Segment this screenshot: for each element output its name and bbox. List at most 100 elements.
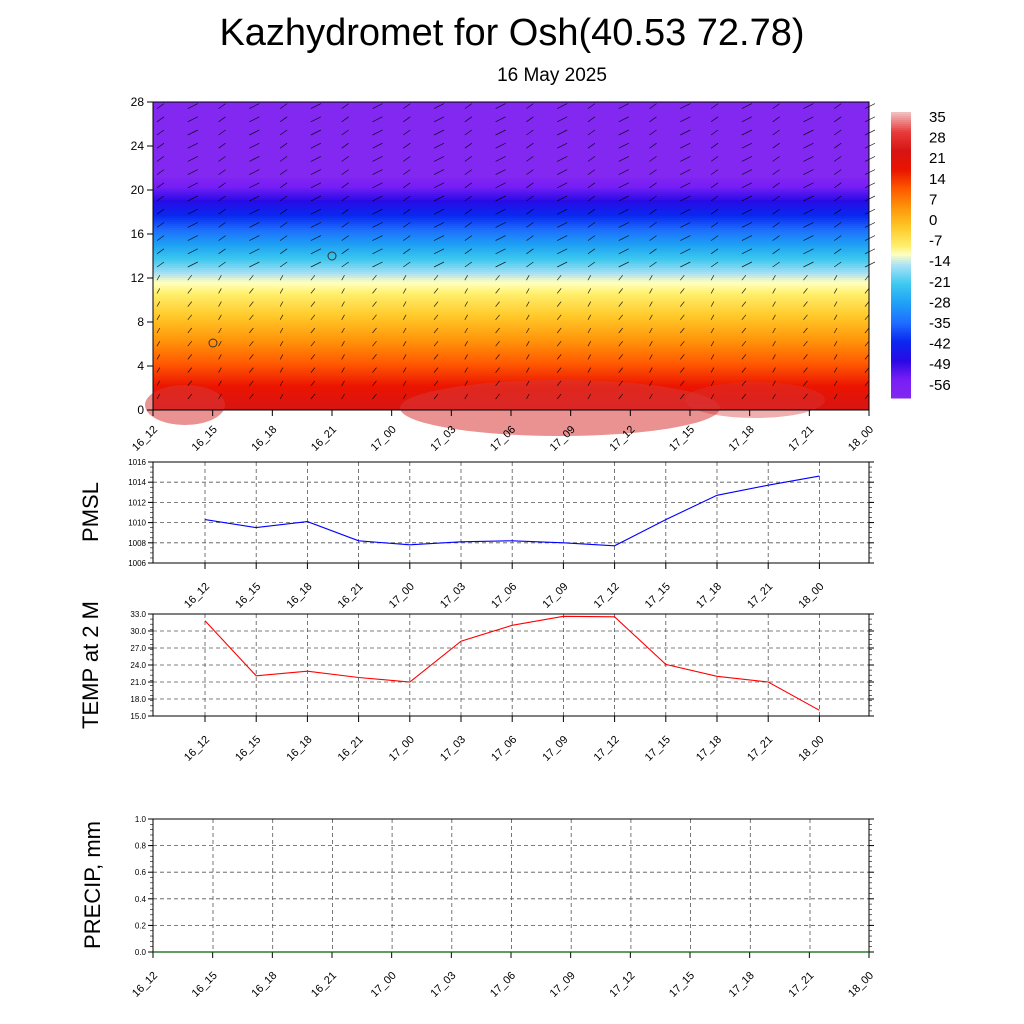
- wind-barb: [803, 182, 814, 189]
- wind-barb: [680, 103, 691, 109]
- heatmap-band: [153, 124, 869, 127]
- wind-barb: [156, 195, 165, 202]
- heatmap-band: [153, 170, 869, 173]
- wind-barb: [772, 208, 780, 215]
- wind-barb: [464, 169, 473, 175]
- wind-barb: [556, 301, 562, 307]
- wind-barb: [249, 288, 254, 294]
- wind-barb: [156, 208, 165, 215]
- wind-barb: [218, 142, 226, 149]
- wind-barb: [803, 393, 808, 400]
- colorbar-swatch: [891, 274, 911, 277]
- heatmap-band: [153, 210, 869, 213]
- heatmap-band: [153, 366, 869, 369]
- wind-barb: [587, 222, 596, 228]
- x-tick-label: 16_15: [190, 424, 220, 454]
- wind-barb: [649, 301, 653, 307]
- wind-barb: [372, 222, 383, 228]
- wind-barb: [464, 222, 473, 228]
- wind-barb: [495, 235, 506, 241]
- wind-barb: [403, 235, 411, 241]
- wind-barb: [803, 301, 808, 307]
- heatmap-band: [153, 184, 869, 187]
- wind-barb: [156, 367, 161, 373]
- heatmap-band: [153, 376, 869, 379]
- wind-barb: [587, 354, 592, 360]
- wind-barb: [526, 235, 534, 241]
- wind-barb: [556, 274, 562, 281]
- wind-barb: [372, 261, 383, 268]
- wind-barb: [526, 301, 530, 307]
- wind-barb: [864, 380, 870, 387]
- wind-barb: [279, 222, 288, 228]
- wind-barb: [710, 169, 719, 175]
- wind-barb: [834, 142, 842, 149]
- colorbar-swatch: [891, 122, 911, 125]
- wind-barb: [618, 261, 629, 268]
- wind-barb: [218, 129, 226, 136]
- y-tick-label: 33.0: [130, 610, 146, 619]
- colorbar-swatch: [891, 130, 911, 133]
- wind-barb: [618, 142, 629, 149]
- colorbar-swatch: [891, 254, 911, 257]
- wind-barb: [834, 208, 842, 215]
- wind-barb: [341, 222, 349, 228]
- wind-barb: [187, 169, 198, 175]
- heatmap-band: [153, 306, 869, 309]
- colorbar-swatch: [891, 250, 911, 253]
- wind-barb: [618, 314, 624, 321]
- wind-barb: [587, 393, 592, 400]
- wind-barb: [526, 314, 530, 320]
- wind-barb: [680, 208, 691, 215]
- wind-barb: [156, 261, 165, 268]
- x-tick-label: 18_00: [796, 581, 826, 611]
- heatmap-band: [153, 374, 869, 377]
- y-axis-label: PMSL: [78, 482, 103, 542]
- heatmap-band: [153, 128, 869, 131]
- colorbar-swatch: [891, 242, 911, 245]
- heatmap-band: [153, 216, 869, 219]
- series-line: [204, 615, 820, 711]
- wind-barb: [649, 195, 657, 202]
- wind-barb: [249, 367, 254, 373]
- y-tick-label: 4: [137, 359, 144, 373]
- wind-barb: [187, 288, 193, 294]
- wind-barb: [249, 208, 260, 215]
- colorbar-swatch: [891, 120, 911, 123]
- wind-barb: [864, 274, 870, 281]
- wind-barb: [156, 222, 165, 228]
- wind-barb: [218, 327, 222, 334]
- colorbar-swatch: [891, 356, 911, 359]
- wind-barb: [279, 327, 284, 334]
- wind-barb: [403, 208, 411, 215]
- heatmap-band: [153, 220, 869, 223]
- heatmap-band: [153, 280, 869, 283]
- wind-barb: [341, 129, 349, 136]
- wind-barb: [310, 288, 316, 294]
- wind-barb: [495, 301, 500, 307]
- wind-barb: [833, 301, 838, 307]
- wind-barb: [618, 129, 629, 136]
- colorbar-swatch: [891, 190, 911, 193]
- heatmap-band: [153, 342, 869, 345]
- wind-barb: [372, 301, 377, 307]
- colorbar-swatch: [891, 124, 911, 127]
- wind-barb: [310, 142, 322, 149]
- wind-barb: [649, 208, 657, 215]
- heatmap-band: [153, 350, 869, 353]
- wind-barb: [403, 222, 411, 228]
- wind-barb: [372, 367, 377, 373]
- wind-barb: [649, 116, 657, 123]
- heatmap-band: [153, 314, 869, 317]
- wind-barb: [587, 129, 596, 136]
- wind-barb: [710, 380, 715, 386]
- heatmap-band: [153, 208, 869, 211]
- colorbar-swatch: [891, 154, 911, 157]
- wind-barb: [803, 208, 814, 215]
- plot-frame: [152, 818, 870, 953]
- wind-barb: [772, 367, 776, 373]
- wind-barb: [218, 208, 226, 215]
- x-tick-label: 17_18: [727, 970, 757, 1000]
- wind-barb: [834, 235, 842, 241]
